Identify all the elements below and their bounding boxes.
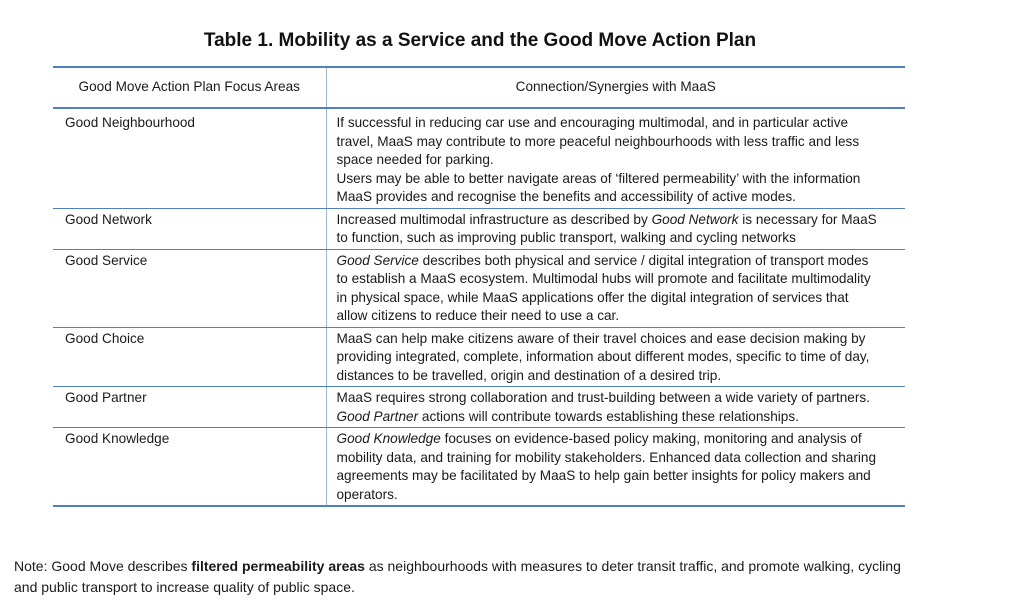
note-bold-term: filtered permeability areas xyxy=(191,558,365,574)
synergy-line: allow citizens to reduce their need to u… xyxy=(336,308,620,323)
synergy-line: travel, MaaS may contribute to more peac… xyxy=(336,133,860,149)
synergy-text: focuses on evidence-based policy making,… xyxy=(440,431,862,446)
synergy-cell: Good Knowledge focuses on evidence-based… xyxy=(326,427,905,507)
synergy-line: space needed for parking. xyxy=(336,152,494,167)
maas-good-move-table: Good Move Action Plan Focus Areas Connec… xyxy=(53,66,905,507)
synergy-line: providing integrated, complete, informat… xyxy=(336,349,870,364)
synergy-cell: Good Service describes both physical and… xyxy=(326,249,905,328)
synergy-text: describes both physical and service / di… xyxy=(418,252,869,268)
focus-area-cell: Good Partner xyxy=(53,386,327,428)
focus-area-cell: Good Choice xyxy=(53,327,327,387)
synergy-line: distances to be travelled, origin and de… xyxy=(336,367,722,383)
synergy-emphasis: Good Knowledge xyxy=(336,431,441,446)
synergy-line: agreements may be facilitated by MaaS to… xyxy=(336,468,871,483)
synergy-cell: Increased multimodal infrastructure as d… xyxy=(326,208,905,250)
synergy-line: mobility data, and training for mobility… xyxy=(336,449,877,465)
table-row: Good Choice MaaS can help make citizens … xyxy=(53,327,905,387)
synergy-line: to establish a MaaS ecosystem. Multimoda… xyxy=(336,271,871,286)
synergy-emphasis: Good Network xyxy=(651,211,739,227)
synergy-text: actions will contribute towards establis… xyxy=(418,408,799,424)
table-header-row: Good Move Action Plan Focus Areas Connec… xyxy=(53,66,905,109)
synergy-text: is necessary for MaaS xyxy=(738,211,877,227)
synergy-emphasis: Good Partner xyxy=(336,408,419,424)
focus-area-cell: Good Knowledge xyxy=(53,427,327,507)
synergy-cell: If successful in reducing car use and en… xyxy=(326,108,905,209)
synergy-line: MaaS provides and recognise the benefits… xyxy=(336,189,796,204)
table-caption: Table 1. Mobility as a Service and the G… xyxy=(203,30,757,51)
synergy-line: in physical space, while MaaS applicatio… xyxy=(336,289,849,305)
note-prefix: Note: Good Move describes xyxy=(14,558,192,574)
synergy-line: If successful in reducing car use and en… xyxy=(336,115,849,130)
synergy-cell: MaaS requires strong collaboration and t… xyxy=(326,386,905,428)
table-row: Good Partner MaaS requires strong collab… xyxy=(53,386,905,428)
synergy-line: Users may be able to better navigate are… xyxy=(336,170,861,186)
focus-area-cell: Good Neighbourhood xyxy=(53,108,327,209)
header-focus-areas: Good Move Action Plan Focus Areas xyxy=(53,66,327,109)
focus-area-cell: Good Service xyxy=(53,249,327,328)
table-row: Good Knowledge Good Knowledge focuses on… xyxy=(53,427,905,507)
table-note: Note: Good Move describes filtered perme… xyxy=(14,556,974,598)
synergy-text: Increased multimodal infrastructure as d… xyxy=(336,211,652,227)
synergy-line: MaaS can help make citizens aware of the… xyxy=(336,330,866,346)
synergy-line: MaaS requires strong collaboration and t… xyxy=(336,390,870,405)
synergy-cell: MaaS can help make citizens aware of the… xyxy=(326,327,905,387)
header-connection-synergies: Connection/Synergies with MaaS xyxy=(326,66,905,109)
note-line-2: and public transport to increase quality… xyxy=(14,579,355,595)
table-row: Good Service Good Service describes both… xyxy=(53,249,905,328)
table-row: Good Neighbourhood If successful in redu… xyxy=(53,108,905,209)
table-row: Good Network Increased multimodal infras… xyxy=(53,208,905,250)
note-suffix: as neighbourhoods with measures to deter… xyxy=(364,558,901,574)
synergy-line: to function, such as improving public tr… xyxy=(336,230,796,245)
synergy-emphasis: Good Service xyxy=(336,252,419,268)
synergy-line: operators. xyxy=(336,486,398,502)
focus-area-cell: Good Network xyxy=(53,208,327,250)
